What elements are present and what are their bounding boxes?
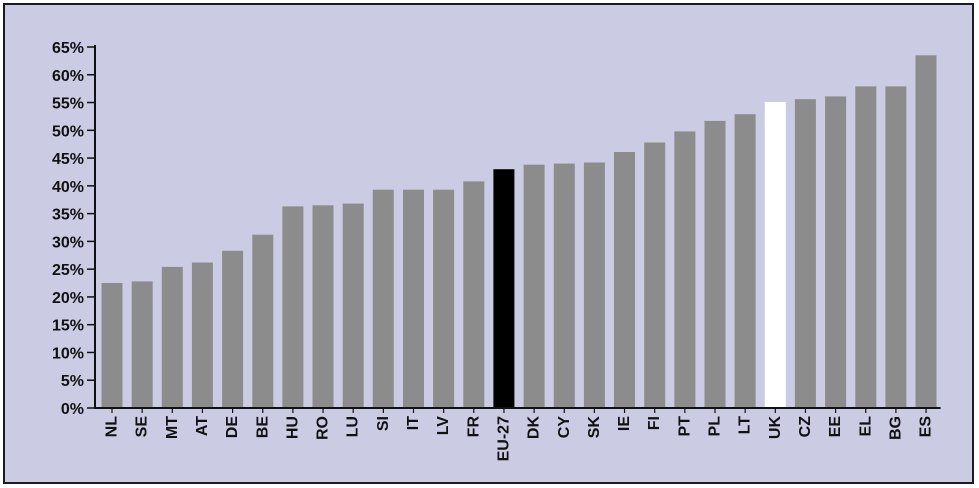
- bar-cy: [553, 163, 575, 408]
- x-tick-label-nl: NL: [104, 416, 121, 438]
- bar-es: [915, 55, 937, 409]
- x-tick-label-cz: CZ: [797, 416, 814, 438]
- bar-nl: [101, 283, 123, 408]
- y-tick-label: 60%: [52, 68, 84, 85]
- y-tick-label: 35%: [52, 207, 84, 224]
- y-tick-label: 10%: [52, 346, 84, 363]
- y-tick-label: 65%: [52, 40, 84, 57]
- bar-be: [252, 234, 274, 408]
- bar-pt: [674, 131, 696, 408]
- x-tick-label-pl: PL: [707, 416, 724, 437]
- bar-lu: [342, 203, 364, 408]
- x-tick-label-bg: BG: [887, 416, 904, 440]
- x-tick-label-sk: SK: [586, 416, 603, 439]
- x-tick-label-fr: FR: [465, 416, 482, 438]
- x-tick-label-at: AT: [194, 416, 211, 436]
- x-tick-label-lu: LU: [345, 416, 362, 437]
- bar-hu: [282, 206, 304, 408]
- x-tick-label-it: IT: [405, 416, 422, 430]
- bar-ee: [825, 96, 847, 409]
- y-tick-label: 50%: [52, 123, 84, 140]
- x-tick-label-hu: HU: [284, 416, 301, 439]
- y-tick-label: 0%: [61, 401, 84, 418]
- x-tick-label-ie: IE: [616, 416, 633, 431]
- y-tick-label: 5%: [61, 373, 84, 390]
- bar-sk: [583, 162, 605, 408]
- bar-ie: [614, 152, 635, 408]
- x-tick-label-dk: DK: [526, 416, 543, 440]
- bar-pl: [704, 120, 726, 409]
- x-tick-label-mt: MT: [164, 416, 181, 439]
- bar-lv: [433, 189, 455, 408]
- chart-frame: [3, 3, 974, 484]
- y-tick-label: 40%: [52, 179, 84, 196]
- bar-lt: [734, 114, 756, 408]
- axes-group: [87, 45, 941, 413]
- x-tick-labels: NL SE MT AT DE BE HU RO LU SI IT LV FR EU-27 DK CY SK IE F…: [104, 416, 935, 462]
- bar-it: [403, 189, 424, 408]
- y-tick-label: 25%: [52, 262, 84, 279]
- x-tick-label-de: DE: [224, 416, 241, 439]
- bar-dk: [523, 164, 545, 408]
- bar-bg: [885, 86, 907, 409]
- x-tick-label-lv: LV: [435, 416, 452, 436]
- y-tick-label: 15%: [52, 318, 84, 335]
- x-tick-label-el: EL: [857, 416, 874, 437]
- y-tick-label: 45%: [52, 151, 84, 168]
- bar-el: [855, 86, 877, 409]
- bar-at: [191, 262, 213, 408]
- x-tick-label-cy: CY: [556, 416, 573, 439]
- bar-de: [222, 250, 244, 408]
- bar-eu-27: [493, 169, 515, 408]
- x-tick-label-es: ES: [918, 416, 935, 438]
- y-tick-label: 20%: [52, 290, 84, 307]
- bar-fr: [463, 181, 485, 408]
- x-tick-label-si: SI: [375, 416, 392, 431]
- x-tick-label-pt: PT: [676, 416, 693, 437]
- x-tick-label-uk: UK: [767, 416, 784, 440]
- x-tick-label-ee: EE: [827, 416, 844, 438]
- bar-ro: [312, 205, 334, 408]
- bars-group: [101, 55, 937, 409]
- x-tick-label-lt: LT: [737, 416, 754, 435]
- y-tick-label: 30%: [52, 234, 84, 251]
- y-tick-labels: 0% 5% 10% 15% 20% 25% 30% 35% 40% 45% 50% 55% 60% 65%: [52, 40, 84, 418]
- x-tick-label-be: BE: [254, 416, 271, 439]
- bar-si: [372, 189, 394, 408]
- x-tick-label-ro: RO: [315, 416, 332, 440]
- bar-uk: [764, 102, 786, 408]
- bar-mt: [161, 266, 183, 408]
- x-tick-label-fi: FI: [646, 416, 663, 430]
- x-tick-label-se: SE: [134, 416, 151, 438]
- bar-se: [131, 281, 153, 408]
- bar-fi: [644, 142, 666, 408]
- bar-cz: [794, 99, 816, 408]
- y-tick-label: 55%: [52, 96, 84, 113]
- x-tick-label-eu-27: EU-27: [495, 416, 512, 461]
